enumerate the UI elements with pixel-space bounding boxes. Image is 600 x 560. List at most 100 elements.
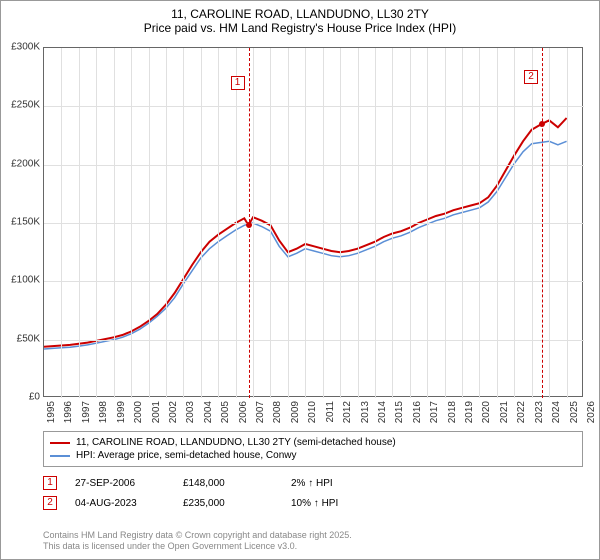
event-price-point bbox=[246, 222, 252, 228]
x-gridline bbox=[375, 48, 376, 398]
x-gridline bbox=[114, 48, 115, 398]
y-gridline bbox=[44, 165, 584, 166]
x-axis-label: 2022 bbox=[516, 401, 527, 423]
x-axis-label: 2019 bbox=[464, 401, 475, 423]
footer-line1: Contains HM Land Registry data © Crown c… bbox=[43, 530, 352, 542]
legend-swatch bbox=[50, 442, 70, 444]
x-axis-label: 2026 bbox=[586, 401, 597, 423]
y-gridline bbox=[44, 340, 584, 341]
x-gridline bbox=[96, 48, 97, 398]
x-gridline bbox=[497, 48, 498, 398]
x-gridline bbox=[236, 48, 237, 398]
marker-change: 10% ↑ HPI bbox=[291, 498, 381, 509]
x-gridline bbox=[323, 48, 324, 398]
marker-price: £235,000 bbox=[183, 498, 273, 509]
marker-price: £148,000 bbox=[183, 478, 273, 489]
x-axis-label: 2005 bbox=[220, 401, 231, 423]
x-axis-label: 2021 bbox=[499, 401, 510, 423]
x-gridline bbox=[201, 48, 202, 398]
x-axis-label: 2020 bbox=[481, 401, 492, 423]
plot-region: 12 bbox=[43, 47, 583, 397]
x-axis-label: 2018 bbox=[447, 401, 458, 423]
footer-line2: This data is licensed under the Open Gov… bbox=[43, 541, 352, 553]
footer-attribution: Contains HM Land Registry data © Crown c… bbox=[43, 530, 352, 553]
legend-row: HPI: Average price, semi-detached house,… bbox=[50, 449, 576, 462]
event-price-point bbox=[539, 121, 545, 127]
legend-box: 11, CAROLINE ROAD, LLANDUDNO, LL30 2TY (… bbox=[43, 431, 583, 467]
x-gridline bbox=[462, 48, 463, 398]
x-axis-label: 2011 bbox=[325, 401, 336, 423]
marker-change: 2% ↑ HPI bbox=[291, 478, 381, 489]
x-gridline bbox=[253, 48, 254, 398]
x-gridline bbox=[549, 48, 550, 398]
x-axis-label: 2014 bbox=[377, 401, 388, 423]
event-vline bbox=[542, 48, 543, 398]
legend-swatch bbox=[50, 455, 70, 457]
x-gridline bbox=[288, 48, 289, 398]
x-axis-label: 1998 bbox=[98, 401, 109, 423]
event-marker-box: 2 bbox=[524, 70, 538, 84]
event-marker-box: 1 bbox=[231, 76, 245, 90]
x-axis-label: 2003 bbox=[185, 401, 196, 423]
x-gridline bbox=[479, 48, 480, 398]
markers-table-row: 2 04-AUG-2023 £235,000 10% ↑ HPI bbox=[43, 493, 583, 513]
y-gridline bbox=[44, 223, 584, 224]
x-gridline bbox=[532, 48, 533, 398]
x-gridline bbox=[166, 48, 167, 398]
x-gridline bbox=[149, 48, 150, 398]
x-axis-label: 1999 bbox=[116, 401, 127, 423]
x-gridline bbox=[270, 48, 271, 398]
y-axis-label: £50K bbox=[17, 333, 40, 344]
y-axis-label: £250K bbox=[11, 100, 40, 111]
x-axis-label: 2013 bbox=[360, 401, 371, 423]
chart-container: 11, CAROLINE ROAD, LLANDUDNO, LL30 2TY P… bbox=[0, 0, 600, 560]
x-axis-label: 2007 bbox=[255, 401, 266, 423]
chart-title-line1: 11, CAROLINE ROAD, LLANDUDNO, LL30 2TY bbox=[1, 1, 599, 21]
x-gridline bbox=[427, 48, 428, 398]
marker-number-box: 1 bbox=[43, 476, 57, 490]
x-axis-label: 2006 bbox=[238, 401, 249, 423]
chart-title-line2: Price paid vs. HM Land Registry's House … bbox=[1, 21, 599, 39]
y-axis-label: £150K bbox=[11, 217, 40, 228]
y-axis-label: £200K bbox=[11, 158, 40, 169]
x-axis-label: 2024 bbox=[551, 401, 562, 423]
legend-label: 11, CAROLINE ROAD, LLANDUDNO, LL30 2TY (… bbox=[76, 437, 396, 448]
legend-label: HPI: Average price, semi-detached house,… bbox=[76, 450, 297, 461]
x-axis-label: 2016 bbox=[412, 401, 423, 423]
x-gridline bbox=[79, 48, 80, 398]
marker-date: 04-AUG-2023 bbox=[75, 498, 165, 509]
x-axis-label: 1996 bbox=[63, 401, 74, 423]
x-axis-label: 2000 bbox=[133, 401, 144, 423]
x-gridline bbox=[305, 48, 306, 398]
marker-number-box: 2 bbox=[43, 496, 57, 510]
x-axis-label: 2012 bbox=[342, 401, 353, 423]
x-gridline bbox=[131, 48, 132, 398]
x-axis-label: 1995 bbox=[46, 401, 57, 423]
x-gridline bbox=[445, 48, 446, 398]
y-gridline bbox=[44, 106, 584, 107]
x-axis-label: 2015 bbox=[394, 401, 405, 423]
markers-table-row: 1 27-SEP-2006 £148,000 2% ↑ HPI bbox=[43, 473, 583, 493]
x-axis-label: 2010 bbox=[307, 401, 318, 423]
x-gridline bbox=[410, 48, 411, 398]
x-axis-label: 2001 bbox=[151, 401, 162, 423]
x-gridline bbox=[392, 48, 393, 398]
y-gridline bbox=[44, 281, 584, 282]
x-axis-label: 2002 bbox=[168, 401, 179, 423]
x-axis-label: 2009 bbox=[290, 401, 301, 423]
x-gridline bbox=[358, 48, 359, 398]
x-axis-label: 2023 bbox=[534, 401, 545, 423]
chart-area: 12 £0£50K£100K£150K£200K£250K£300K199519… bbox=[43, 47, 583, 397]
x-axis-label: 1997 bbox=[81, 401, 92, 423]
x-gridline bbox=[61, 48, 62, 398]
x-gridline bbox=[340, 48, 341, 398]
x-axis-label: 2017 bbox=[429, 401, 440, 423]
y-axis-label: £0 bbox=[29, 392, 40, 403]
y-axis-label: £100K bbox=[11, 275, 40, 286]
legend-row: 11, CAROLINE ROAD, LLANDUDNO, LL30 2TY (… bbox=[50, 436, 576, 449]
marker-date: 27-SEP-2006 bbox=[75, 478, 165, 489]
x-gridline bbox=[567, 48, 568, 398]
x-axis-label: 2004 bbox=[203, 401, 214, 423]
markers-table: 1 27-SEP-2006 £148,000 2% ↑ HPI 2 04-AUG-2023… bbox=[43, 473, 583, 513]
legend-area: 11, CAROLINE ROAD, LLANDUDNO, LL30 2TY (… bbox=[43, 431, 583, 513]
